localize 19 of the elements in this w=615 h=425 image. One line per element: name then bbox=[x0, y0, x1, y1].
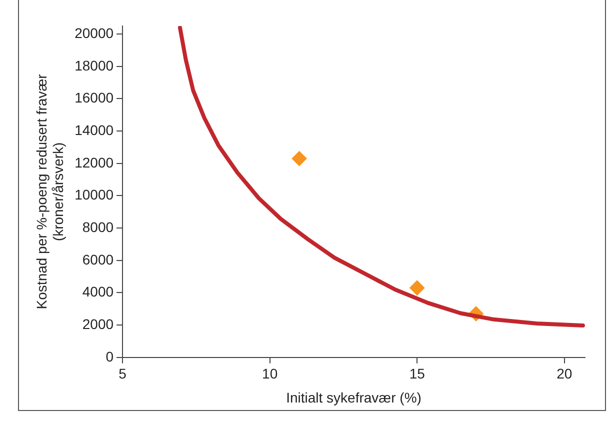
y-tick-label: 12000 bbox=[74, 154, 114, 170]
x-tick-label: 15 bbox=[409, 366, 426, 382]
y-tick-label: 0 bbox=[106, 348, 114, 364]
x-tick-label: 5 bbox=[118, 366, 127, 382]
y-tick-label: 2000 bbox=[82, 316, 114, 332]
y-axis-title: Kostnad per %-poeng redusert fravær (kroner/årsverk) bbox=[33, 74, 66, 310]
y-tick-label: 18000 bbox=[74, 57, 114, 74]
y-tick-label: 14000 bbox=[74, 122, 114, 138]
point bbox=[410, 280, 425, 296]
y-tick-label: 20000 bbox=[74, 24, 114, 41]
y-tick-label: 6000 bbox=[82, 251, 114, 268]
y-tick-label: 10000 bbox=[74, 186, 114, 203]
y-tick-label: 16000 bbox=[74, 90, 114, 106]
x-tick-label: 20 bbox=[556, 366, 572, 382]
y-tick-label: 8000 bbox=[82, 218, 114, 235]
x-axis-title: Initialt sykefravær (%) bbox=[286, 389, 422, 406]
y-tick-label: 4000 bbox=[82, 284, 114, 300]
point bbox=[292, 151, 307, 166]
x-tick-label: 10 bbox=[262, 366, 278, 382]
